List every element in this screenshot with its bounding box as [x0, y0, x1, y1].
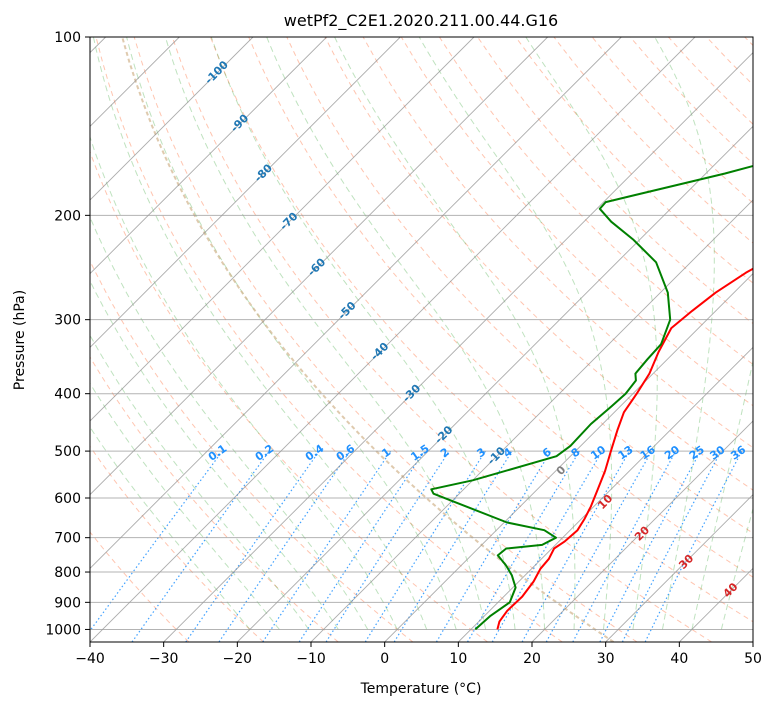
y-axis: 100 200 300 400 500 600 700 800 900 1000 [45, 30, 90, 638]
moist-adiabat [90, 215, 369, 630]
y-tick-label: 700 [54, 531, 81, 547]
mixing-ratio-line [644, 450, 743, 642]
x-tick-label: −40 [75, 651, 105, 667]
moist-adiabat [210, 37, 516, 630]
x-tick-label: 10 [449, 651, 467, 667]
mixing-ratio-line [325, 450, 450, 642]
x-tick-label: 30 [597, 651, 615, 667]
isotherm-line [605, 494, 753, 642]
mixing-ratio-line [90, 450, 223, 632]
moist-adiabat [418, 37, 613, 630]
moist-adiabat [525, 37, 658, 630]
dry-adiabat [90, 445, 264, 642]
y-tick-label: 1000 [45, 622, 81, 638]
dry-adiabat [95, 37, 563, 642]
moist-adiabat [92, 37, 428, 630]
x-tick-label: 50 [744, 651, 762, 667]
y-tick-label: 800 [54, 565, 81, 581]
moist-adiabat [90, 279, 339, 630]
mixing-ratio-line [218, 450, 351, 642]
isotherm-line [90, 37, 327, 275]
mixing-ratio-line [131, 450, 270, 642]
mixing-ratio-line [572, 450, 677, 642]
y-tick-label: 100 [54, 30, 81, 46]
dry-adiabat [133, 37, 638, 642]
isotherm-line [90, 37, 696, 642]
y-tick-label: 300 [54, 313, 81, 329]
isotherm-line [531, 420, 753, 642]
dry-adiabat [248, 37, 753, 578]
moist-adiabat [90, 382, 280, 630]
isotherm-line [384, 273, 753, 642]
moist-adiabat [90, 135, 398, 630]
dry-adiabat [438, 37, 753, 366]
moist-adiabat [90, 426, 251, 630]
dewpoint-line [430, 164, 753, 631]
moist-adiabat [164, 37, 487, 630]
isotherm-line [90, 37, 622, 569]
isotherm-line [90, 37, 254, 201]
reference-curve [121, 37, 615, 642]
y-tick-label: 600 [54, 491, 81, 507]
mixing-ratio-line [521, 450, 631, 642]
mixing-ratio-line [393, 450, 513, 642]
x-tick-label: −10 [296, 651, 326, 667]
moist-adiabat [720, 506, 753, 630]
isotherm-line [458, 346, 753, 642]
dry-adiabat [400, 37, 753, 407]
y-tick-label: 500 [54, 444, 81, 460]
x-tick-label: 20 [523, 651, 541, 667]
moist-adiabat [126, 37, 457, 630]
x-tick-label: 0 [380, 651, 389, 667]
isotherm-line [90, 37, 401, 348]
profile-lines [430, 164, 753, 631]
isotherm-line [90, 37, 475, 422]
y-tick-label: 200 [54, 208, 81, 224]
chart-title: wetPf2_C2E1.2020.211.00.44.G16 [284, 11, 558, 31]
mixing-ratio-line [545, 450, 653, 642]
plot-area [90, 37, 753, 642]
dry-adiabat [171, 37, 712, 642]
background-lines [90, 37, 753, 642]
moist-adiabat [266, 37, 546, 630]
moist-adiabat [654, 37, 715, 630]
isotherm-line [237, 125, 753, 642]
moist-adiabat [90, 334, 310, 630]
x-axis-title: Temperature (°C) [360, 681, 482, 697]
y-tick-label: 900 [54, 595, 81, 611]
dry-adiabat [90, 150, 488, 642]
mixing-ratio-line [262, 450, 392, 642]
dry-adiabat [90, 531, 190, 642]
plot-frame [89, 36, 754, 643]
y-tick-label: 400 [54, 387, 81, 403]
isotherm-line [310, 199, 753, 642]
y-axis-title: Pressure (hPa) [12, 290, 28, 390]
dry-adiabat [210, 37, 753, 623]
isotherm-line [90, 37, 548, 496]
mixing-ratio-line [185, 450, 320, 642]
x-tick-label: 40 [670, 651, 688, 667]
x-axis: −40 −30 −20 −10 0 10 20 30 40 50 [75, 642, 762, 667]
temperature-line [496, 267, 753, 630]
moist-adiabat [691, 358, 753, 630]
x-tick-label: −20 [223, 651, 253, 667]
x-tick-label: −30 [149, 651, 179, 667]
dry-adiabat [515, 37, 753, 284]
mixing-ratio-line [298, 450, 425, 642]
dry-adiabat [90, 356, 339, 642]
isotherm-line [163, 52, 753, 642]
